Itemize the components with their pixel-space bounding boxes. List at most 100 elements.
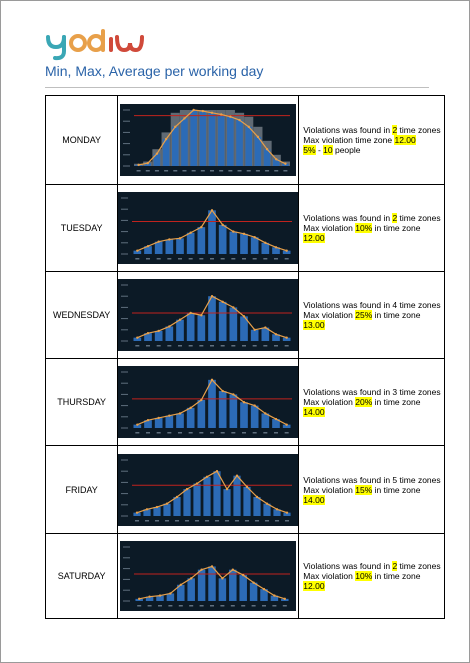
average-point [147, 244, 150, 248]
y-tick-mark [121, 284, 129, 286]
chart-bar [208, 296, 217, 341]
day-label: THURSDAY [44, 358, 119, 446]
chart-bar [283, 250, 291, 254]
y-tick-mark [121, 340, 129, 342]
x-tick-mark [178, 258, 183, 260]
day-label: WEDNESDAY [44, 271, 119, 359]
average-point [159, 594, 162, 597]
x-tick-mark [189, 605, 194, 607]
average-point [253, 328, 257, 331]
chart-bar [283, 424, 291, 428]
day-label: TUESDAY [44, 184, 119, 272]
chart-bar [208, 566, 217, 601]
x-tick-mark [219, 170, 224, 172]
x-tick-mark [165, 519, 170, 521]
x-tick-mark [220, 605, 225, 607]
average-point [190, 577, 193, 580]
x-tick-mark [245, 519, 250, 521]
y-tick-mark [121, 371, 129, 373]
average-point [263, 587, 266, 591]
chart-bar [261, 242, 270, 254]
table-row: TUESDAY Violations was found in 2 time z… [44, 184, 445, 272]
x-tick-mark [265, 170, 270, 172]
x-tick-mark [263, 345, 268, 347]
average-point [157, 240, 161, 243]
chart-bar [208, 112, 216, 166]
day-label: SATURDAY [44, 533, 119, 619]
x-tick-mark [175, 519, 180, 521]
average-point [186, 487, 189, 490]
chart-bar [165, 415, 174, 428]
average-point [247, 125, 251, 128]
chart-bar [187, 407, 195, 428]
y-tick-mark [123, 120, 131, 122]
chart-bar [219, 301, 227, 341]
average-point [232, 230, 235, 233]
y-tick-mark [121, 405, 129, 407]
x-tick-mark [256, 170, 261, 172]
chart-bar [243, 486, 251, 516]
chart-bar [229, 569, 237, 601]
average-point [200, 225, 203, 229]
x-tick-mark [274, 258, 279, 260]
chart-bar [143, 508, 151, 516]
average-point [285, 336, 289, 339]
chart-bar [236, 120, 244, 166]
average-point [238, 118, 242, 122]
chart-bar [283, 337, 291, 341]
average-point [179, 318, 182, 321]
x-tick-mark [252, 258, 257, 260]
x-tick-mark [263, 432, 268, 434]
x-tick-mark [283, 170, 288, 172]
chart-bar [261, 413, 270, 428]
average-point [156, 152, 159, 155]
average-point [264, 412, 267, 415]
y-tick-mark [121, 459, 129, 460]
chart-bar [144, 333, 153, 341]
chart-bar [146, 596, 154, 601]
average-point [211, 209, 214, 212]
x-tick-mark [158, 605, 163, 607]
chart-bar [172, 126, 179, 166]
x-tick-mark [272, 605, 277, 607]
average-point [196, 481, 199, 485]
chart-bar [272, 419, 281, 428]
average-point [156, 505, 159, 508]
x-tick-mark [275, 519, 280, 521]
x-tick-mark [231, 258, 236, 260]
average-point [211, 111, 214, 114]
average-point [221, 300, 225, 303]
chart-bar [251, 329, 259, 341]
average-point [266, 148, 269, 151]
average-point [232, 393, 235, 396]
chart-thursday [118, 366, 299, 438]
chart-bar [283, 512, 291, 516]
average-point [232, 306, 235, 309]
x-tick-mark [137, 605, 142, 607]
x-tick-mark [156, 258, 161, 260]
average-point [220, 113, 223, 116]
y-tick-mark [121, 416, 129, 418]
x-tick-mark [135, 345, 140, 347]
chart-bar [219, 391, 227, 428]
y-tick-mark [121, 481, 129, 483]
average-point [201, 109, 205, 113]
chart-bar [144, 246, 153, 254]
chart-bar [240, 316, 249, 341]
average-point [286, 510, 289, 514]
chart-bar [219, 224, 227, 254]
x-tick-mark [201, 170, 206, 172]
violation-note: Violations was found in 2 time zones Max… [298, 533, 445, 619]
x-tick-mark [205, 519, 210, 521]
y-tick-mark [121, 242, 129, 244]
average-point [243, 315, 246, 318]
x-tick-mark [235, 519, 240, 521]
chart-bar [187, 232, 195, 254]
y-tick-mark [123, 578, 131, 580]
x-tick-mark [156, 432, 161, 434]
chart-bar [199, 111, 207, 166]
chart-bar [198, 569, 206, 601]
x-tick-mark [231, 605, 236, 607]
y-tick-mark [123, 143, 131, 145]
table-row: WEDNESDAY Violations was found in 4 time… [44, 271, 445, 359]
